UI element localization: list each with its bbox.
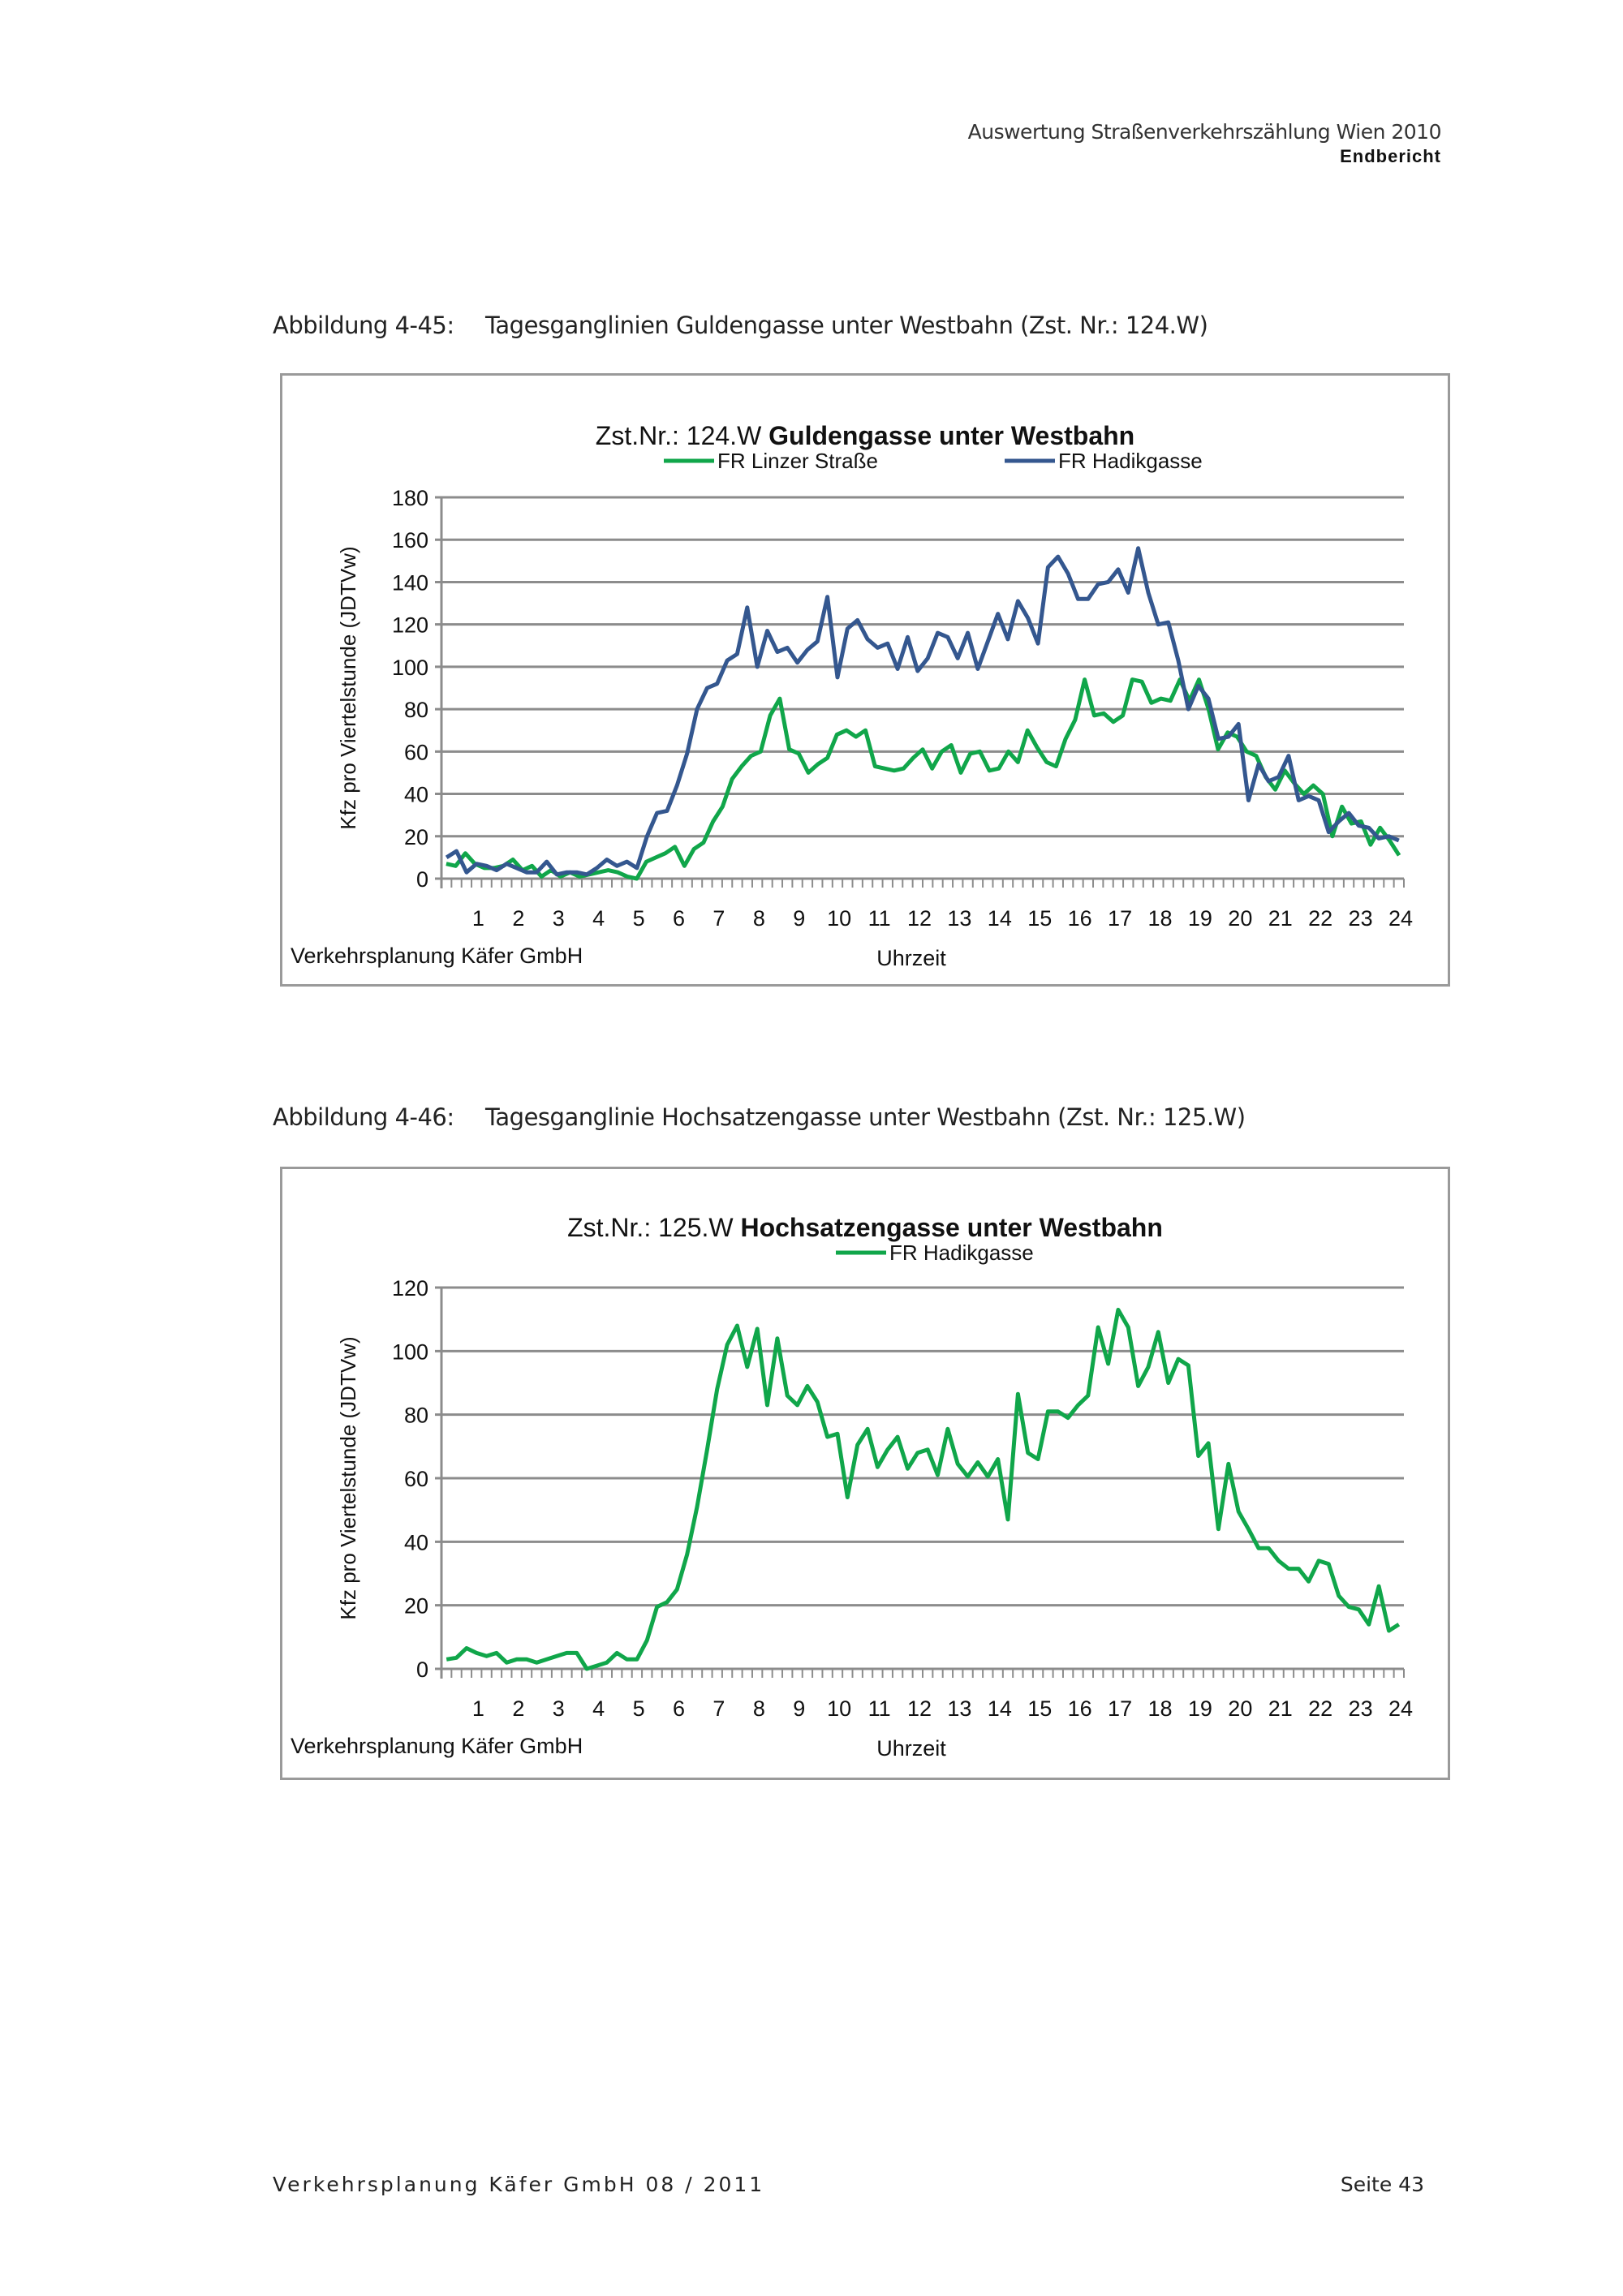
chart-title: Zst.Nr.: 124.W Guldengasse unter Westbah…	[596, 421, 1134, 450]
x-tick-label: 14	[988, 906, 1012, 931]
chart-title-bold: Hochsatzengasse unter Westbahn	[740, 1213, 1162, 1242]
x-tick-label: 19	[1188, 906, 1212, 931]
y-tick-label: 80	[404, 698, 428, 722]
y-axis-label: Kfz pro Viertelstunde (JDTVw)	[336, 1336, 360, 1619]
x-tick-label: 23	[1349, 906, 1373, 931]
header-subtitle: Endbericht	[1340, 146, 1441, 166]
x-tick-label: 10	[827, 906, 851, 931]
x-tick-label: 21	[1268, 906, 1293, 931]
x-tick-label: 20	[1228, 1696, 1252, 1721]
x-tick-label: 10	[827, 1696, 851, 1721]
chart-1: Zst.Nr.: 124.W Guldengasse unter Westbah…	[291, 421, 1413, 970]
x-tick-label: 15	[1027, 1696, 1052, 1721]
legend-label: FR Hadikgasse	[889, 1240, 1034, 1265]
chart-frame-1: Zst.Nr.: 124.W Guldengasse unter Westbah…	[280, 373, 1450, 987]
x-tick-label: 24	[1388, 1696, 1413, 1721]
x-tick-label: 23	[1349, 1696, 1373, 1721]
series-line	[446, 1307, 1401, 1671]
chart-title-prefix: Zst.Nr.: 124.W	[596, 421, 768, 450]
legend-label: FR Linzer Straße	[717, 449, 878, 473]
x-tick-label: 18	[1147, 906, 1172, 931]
figure-number: Abbildung 4-45:	[273, 312, 454, 339]
y-tick-label: 100	[392, 656, 428, 680]
x-tick-label: 11	[868, 1696, 891, 1721]
x-tick-label: 8	[753, 1696, 765, 1721]
x-tick-label: 6	[673, 1696, 685, 1721]
x-tick-label: 14	[988, 1696, 1012, 1721]
x-tick-label: 2	[512, 1696, 524, 1721]
y-tick-label: 60	[404, 740, 428, 764]
x-tick-label: 2	[512, 906, 524, 931]
chart-2: Zst.Nr.: 125.W Hochsatzengasse unter Wes…	[291, 1213, 1413, 1761]
x-tick-label: 6	[673, 906, 685, 931]
x-tick-label: 5	[633, 906, 645, 931]
x-tick-label: 5	[633, 1696, 645, 1721]
x-tick-label: 16	[1068, 1696, 1092, 1721]
x-tick-label: 13	[947, 1696, 971, 1721]
x-tick-label: 3	[553, 1696, 565, 1721]
x-tick-label: 18	[1147, 1696, 1172, 1721]
y-tick-label: 80	[404, 1404, 428, 1428]
y-tick-label: 20	[404, 1594, 428, 1619]
x-tick-label: 16	[1068, 906, 1092, 931]
chart-title: Zst.Nr.: 125.W Hochsatzengasse unter Wes…	[567, 1213, 1163, 1242]
x-tick-label: 12	[907, 906, 932, 931]
series-line	[445, 546, 1400, 877]
chart-source: Verkehrsplanung Käfer GmbH	[291, 944, 583, 968]
x-tick-label: 17	[1108, 906, 1132, 931]
figure-caption-2: Abbildung 4-46: Tagesganglinie Hochsatzen…	[273, 1103, 1246, 1131]
chart-title-prefix: Zst.Nr.: 125.W	[567, 1213, 740, 1242]
x-tick-label: 20	[1228, 906, 1252, 931]
x-tick-label: 17	[1108, 1696, 1132, 1721]
y-tick-label: 40	[404, 783, 428, 807]
x-tick-label: 22	[1308, 906, 1332, 931]
x-tick-label: 22	[1308, 1696, 1332, 1721]
x-tick-label: 7	[712, 1696, 725, 1721]
header-title: Auswertung Straßenverkehrszählung Wien 2…	[967, 120, 1442, 144]
x-tick-label: 1	[472, 1696, 484, 1721]
y-tick-label: 20	[404, 825, 428, 849]
page-number: Seite 43	[1340, 2173, 1424, 2196]
y-tick-label: 0	[416, 1658, 428, 1682]
x-tick-label: 15	[1027, 906, 1052, 931]
y-tick-label: 100	[392, 1339, 428, 1364]
figure-caption-text: Tagesganglinien Guldengasse unter Westba…	[485, 312, 1208, 339]
x-tick-label: 9	[793, 1696, 805, 1721]
y-tick-label: 60	[404, 1467, 428, 1491]
x-tick-label: 12	[907, 1696, 932, 1721]
y-axis-label: Kfz pro Viertelstunde (JDTVw)	[336, 546, 360, 829]
x-tick-label: 21	[1268, 1696, 1293, 1721]
x-tick-label: 8	[753, 906, 765, 931]
legend-label: FR Hadikgasse	[1058, 449, 1203, 473]
figure-caption-1: Abbildung 4-45: Tagesganglinien Guldengas…	[273, 312, 1208, 339]
x-tick-label: 3	[553, 906, 565, 931]
y-tick-label: 40	[404, 1530, 428, 1554]
x-axis-label: Uhrzeit	[876, 1736, 946, 1761]
y-tick-label: 160	[392, 528, 428, 553]
chart-title-bold: Guldengasse unter Westbahn	[768, 421, 1134, 450]
figure-caption-text: Tagesganglinie Hochsatzengasse unter Wes…	[485, 1103, 1246, 1131]
y-tick-label: 140	[392, 570, 428, 595]
x-axis-label: Uhrzeit	[876, 946, 946, 970]
x-tick-label: 13	[947, 906, 971, 931]
chart-frame-2: Zst.Nr.: 125.W Hochsatzengasse unter Wes…	[280, 1167, 1450, 1780]
x-tick-label: 4	[592, 906, 605, 931]
chart-source: Verkehrsplanung Käfer GmbH	[291, 1734, 583, 1758]
y-tick-label: 120	[392, 1276, 428, 1301]
y-tick-label: 0	[416, 867, 428, 892]
y-tick-label: 180	[392, 486, 428, 510]
footer-company: Verkehrsplanung Käfer GmbH 08 / 2011	[273, 2173, 765, 2196]
x-tick-label: 19	[1188, 1696, 1212, 1721]
x-tick-label: 4	[592, 1696, 605, 1721]
figure-number: Abbildung 4-46:	[273, 1103, 454, 1131]
y-tick-label: 120	[392, 613, 428, 638]
x-tick-label: 11	[868, 906, 891, 931]
x-tick-label: 1	[472, 906, 484, 931]
x-tick-label: 7	[712, 906, 725, 931]
x-tick-label: 24	[1388, 906, 1413, 931]
x-tick-label: 9	[793, 906, 805, 931]
